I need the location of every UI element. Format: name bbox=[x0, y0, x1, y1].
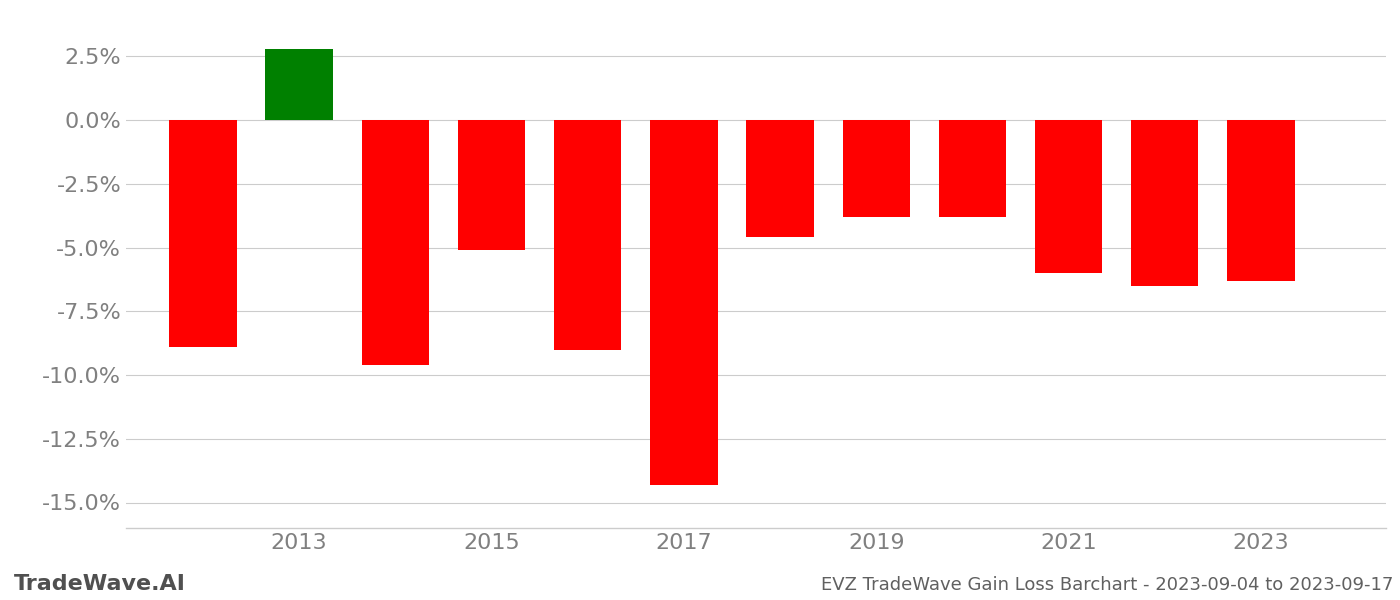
Bar bbox=[939, 120, 1007, 217]
Bar bbox=[1035, 120, 1102, 273]
Bar bbox=[843, 120, 910, 217]
Bar bbox=[1131, 120, 1198, 286]
Text: TradeWave.AI: TradeWave.AI bbox=[14, 574, 186, 594]
Bar bbox=[650, 120, 718, 485]
Bar bbox=[1228, 120, 1295, 281]
Bar bbox=[458, 120, 525, 250]
Bar bbox=[554, 120, 622, 349]
Bar bbox=[169, 120, 237, 347]
Bar bbox=[361, 120, 428, 365]
Bar bbox=[746, 120, 813, 237]
Text: EVZ TradeWave Gain Loss Barchart - 2023-09-04 to 2023-09-17: EVZ TradeWave Gain Loss Barchart - 2023-… bbox=[820, 576, 1393, 594]
Bar bbox=[266, 49, 333, 120]
